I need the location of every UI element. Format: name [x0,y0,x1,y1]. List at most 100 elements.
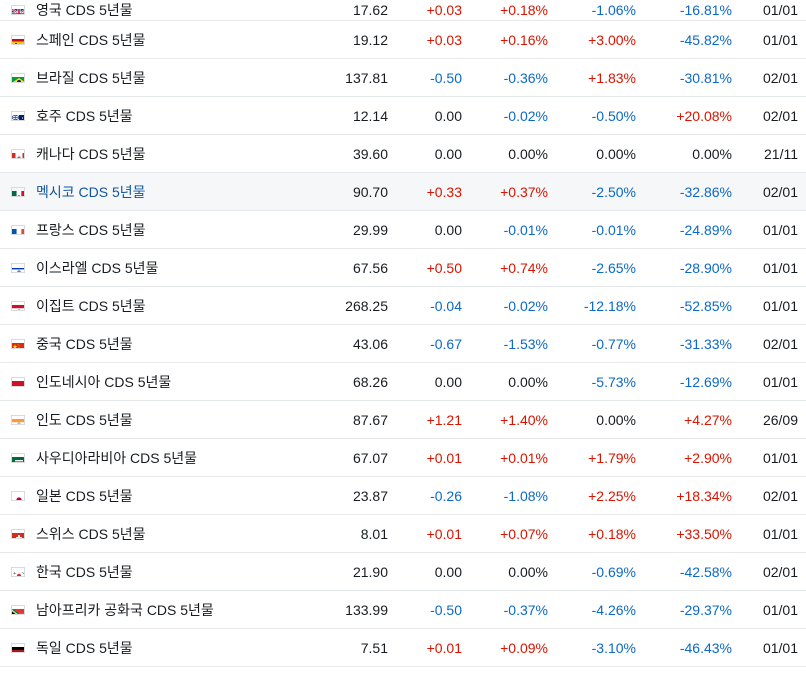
table-row[interactable]: 영국 CDS 5년물 17.62 +0.03 +0.18% -1.06% -16.81% 0… [0,0,806,21]
date-cell: 01/01 [762,297,798,314]
change-percent-cell: +0.16% [500,31,548,48]
table-row[interactable]: 스위스 CDS 5년물 8.01 +0.01 +0.07% +0.18% +33.50% 0… [0,515,806,553]
change-cell: -0.50 [430,69,462,86]
table-row[interactable]: 한국 CDS 5년물 21.90 0.00 0.00% -0.69% -42.58% 02/… [0,553,806,591]
ytd-change-cell: +33.50% [676,525,732,542]
table-row[interactable]: 호주 CDS 5년물 12.14 0.00 -0.02% -0.50% +20.08% 02… [0,97,806,135]
price-cell: 12.14 [352,107,388,124]
change-cell: +0.50 [426,259,462,276]
change-cell: -0.04 [430,297,462,314]
name-cell: 영국 CDS 5년물 [0,0,330,21]
table-row[interactable]: 프랑스 CDS 5년물 29.99 0.00 -0.01% -0.01% -24.89% 0… [0,211,806,249]
change-percent-cell: -0.37% [503,601,548,618]
change-cell: 0.00 [434,221,462,238]
table-row[interactable]: 이집트 CDS 5년물 268.25 -0.04 -0.02% -12.18% -52.8… [0,287,806,325]
instrument-link[interactable]: 스위스 CDS 5년물 [36,525,146,542]
change-cell: +1.21 [426,411,462,428]
instrument-link[interactable]: 브라질 CDS 5년물 [36,69,146,86]
ytd-change-cell: +20.08% [676,107,732,124]
table-row[interactable]: 일본 CDS 5년물 23.87 -0.26 -1.08% +2.25% +18.34% 0… [0,477,806,515]
change-cell: +0.01 [426,449,462,466]
date-cell: 02/01 [762,487,798,504]
table-row[interactable]: 멕시코 CDS 5년물 90.70 +0.33 +0.37% -2.50% -32.86%… [0,172,806,211]
date-cell: 02/01 [762,107,798,124]
table-row[interactable]: 중국 CDS 5년물 43.06 -0.67 -1.53% -0.77% -31.33% 0… [0,325,806,363]
canada-flag-icon [11,148,25,159]
table-row[interactable]: 이스라엘 CDS 5년물 67.56 +0.50 +0.74% -2.65% -28.90… [0,249,806,287]
instrument-link[interactable]: 독일 CDS 5년물 [36,639,133,656]
instrument-link[interactable]: 사우디아라비아 CDS 5년물 [36,449,198,466]
change-percent-cell: -0.02% [503,297,548,314]
weekly-change-cell: -0.69% [591,563,636,580]
change-cell: 0.00 [434,145,462,162]
weekly-change-cell: -12.18% [583,297,636,314]
instrument-link[interactable]: 캐나다 CDS 5년물 [36,145,146,162]
price-cell: 87.67 [352,411,388,428]
price-cell: 137.81 [345,69,388,86]
ytd-change-cell: +18.34% [676,487,732,504]
ytd-change-cell: -32.86% [679,183,732,200]
table-row[interactable]: 브라질 CDS 5년물 137.81 -0.50 -0.36% +1.83% -30.81… [0,59,806,97]
instrument-link[interactable]: 인도 CDS 5년물 [36,411,133,428]
date-cell: 01/01 [762,2,798,18]
table-row[interactable]: 독일 CDS 5년물 7.51 +0.01 +0.09% -3.10% -46.43% 01… [0,629,806,667]
japan-flag-icon [11,490,25,501]
table-row[interactable]: 인도네시아 CDS 5년물 68.26 0.00 0.00% -5.73% -12.69%… [0,363,806,401]
price-cell: 67.07 [352,449,388,466]
change-cell: 0.00 [434,563,462,580]
price-cell: 23.87 [352,487,388,504]
change-percent-cell: +0.09% [500,639,548,656]
table-row[interactable]: 사우디아라비아 CDS 5년물 67.07 +0.01 +0.01% +1.79% +2.… [0,439,806,477]
name-cell: 스위스 CDS 5년물 [0,515,330,553]
weekly-change-cell: 0.00% [596,145,636,162]
instrument-link[interactable]: 호주 CDS 5년물 [36,107,133,124]
uk-flag-icon [11,5,25,15]
southafrica-flag-icon [11,604,25,615]
mexico-flag-icon [11,186,25,197]
instrument-link[interactable]: 멕시코 CDS 5년물 [36,183,146,200]
ytd-change-cell: -28.90% [679,259,732,276]
change-cell: -0.26 [430,487,462,504]
instrument-link[interactable]: 인도네시아 CDS 5년물 [36,373,172,390]
ytd-change-cell: 0.00% [692,145,732,162]
name-cell: 일본 CDS 5년물 [0,477,330,515]
france-flag-icon [11,224,25,235]
price-cell: 68.26 [352,373,388,390]
price-cell: 90.70 [352,183,388,200]
weekly-change-cell: +2.25% [588,487,636,504]
change-percent-cell: +0.07% [500,525,548,542]
india-flag-icon [11,414,25,425]
change-percent-cell: +1.40% [500,411,548,428]
instrument-link[interactable]: 중국 CDS 5년물 [36,335,133,352]
instrument-link[interactable]: 스페인 CDS 5년물 [36,31,146,48]
instrument-link[interactable]: 이집트 CDS 5년물 [36,297,146,314]
ytd-change-cell: -29.37% [679,601,732,618]
date-cell: 01/01 [762,525,798,542]
table-row[interactable]: 캐나다 CDS 5년물 39.60 0.00 0.00% 0.00% 0.00% 21/11 [0,135,806,173]
change-cell: +0.03 [426,31,462,48]
ytd-change-cell: -30.81% [679,69,732,86]
indonesia-flag-icon [11,376,25,387]
name-cell: 호주 CDS 5년물 [0,97,330,135]
egypt-flag-icon [11,300,25,311]
instrument-link[interactable]: 프랑스 CDS 5년물 [36,221,146,238]
instrument-link[interactable]: 영국 CDS 5년물 [36,2,133,18]
change-percent-cell: -0.01% [503,221,548,238]
date-cell: 01/01 [762,449,798,466]
price-cell: 8.01 [360,525,388,542]
korea-flag-icon [11,566,25,577]
instrument-link[interactable]: 남아프리카 공화국 CDS 5년물 [36,601,214,618]
instrument-link[interactable]: 이스라엘 CDS 5년물 [36,259,159,276]
instrument-link[interactable]: 일본 CDS 5년물 [36,487,133,504]
price-cell: 268.25 [345,297,388,314]
instrument-link[interactable]: 한국 CDS 5년물 [36,563,133,580]
china-flag-icon [11,338,25,349]
date-cell: 02/01 [762,563,798,580]
table-row[interactable]: 스페인 CDS 5년물 19.12 +0.03 +0.16% +3.00% -45.82%… [0,21,806,59]
table-row[interactable]: 인도 CDS 5년물 87.67 +1.21 +1.40% 0.00% +4.27% 26/… [0,401,806,439]
ytd-change-cell: -31.33% [679,335,732,352]
name-cell: 인도네시아 CDS 5년물 [0,363,330,401]
saudi-flag-icon [11,452,25,463]
table-row[interactable]: 남아프리카 공화국 CDS 5년물 133.99 -0.50 -0.37% -4.26%… [0,591,806,629]
